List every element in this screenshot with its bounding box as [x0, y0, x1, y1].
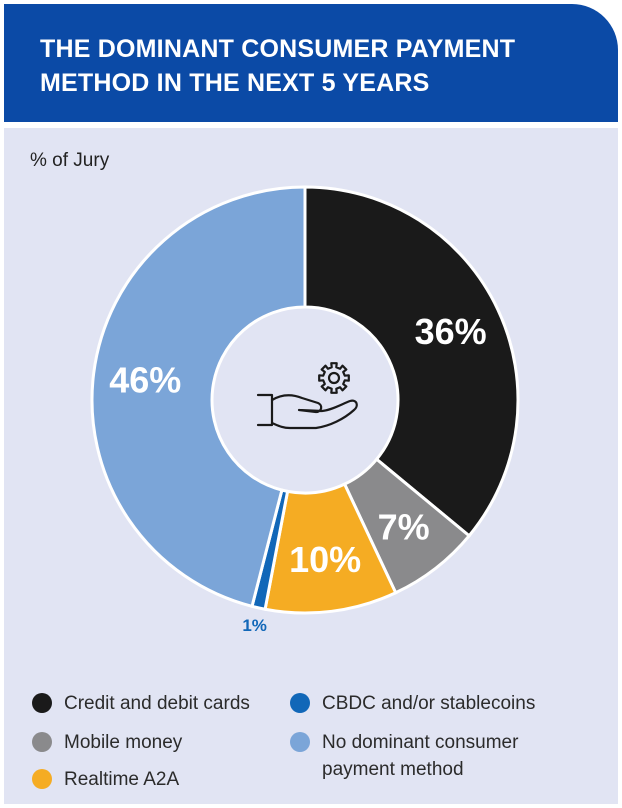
slice-value-label: 46% [109, 359, 181, 400]
legend-label: Realtime A2A [64, 769, 180, 790]
legend-item-mobile-money: Mobile money [32, 729, 182, 756]
chart-subtitle: % of Jury [30, 150, 110, 171]
slice-credit-and-debit-cards [303, 185, 520, 538]
legend-swatch [32, 693, 52, 713]
legend-item-cbdc: CBDC and/or stablecoins [290, 690, 535, 717]
legend-label: Mobile money [64, 732, 183, 753]
header-banner: THE DOMINANT CONSUMER PAYMENT METHOD IN … [4, 4, 618, 122]
legend-swatch [32, 732, 52, 752]
legend-item-realtime-a2a: Realtime A2A [32, 766, 179, 793]
slice-value-label: 10% [289, 539, 361, 580]
legend-swatch [290, 732, 310, 752]
legend-item-no-dominant: No dominant consumer payment method [290, 729, 560, 783]
chart-title: THE DOMINANT CONSUMER PAYMENT METHOD IN … [40, 35, 516, 97]
slice-value-label: 1% [242, 616, 267, 635]
slice-value-label: 7% [378, 507, 430, 548]
slice-no-dominant-consumer-payment-method [90, 185, 307, 609]
legend-item-credit-debit: Credit and debit cards [32, 690, 250, 717]
legend-swatch [32, 769, 52, 789]
hand-gear-icon [256, 362, 358, 430]
legend-label: No dominant consumer payment method [322, 732, 519, 780]
slice-value-label: 36% [415, 311, 487, 352]
legend-label: Credit and debit cards [64, 693, 250, 714]
legend-label: CBDC and/or stablecoins [322, 693, 536, 714]
legend-swatch [290, 693, 310, 713]
